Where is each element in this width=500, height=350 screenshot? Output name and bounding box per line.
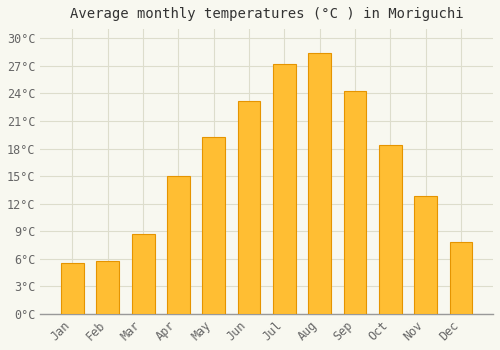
Bar	[238, 101, 260, 314]
Bar	[132, 234, 154, 314]
Bar	[379, 145, 402, 314]
Bar	[308, 53, 331, 314]
Bar	[61, 263, 84, 314]
Bar	[167, 176, 190, 314]
Bar	[344, 91, 366, 314]
Bar	[450, 242, 472, 314]
Title: Average monthly temperatures (°C ) in Moriguchi: Average monthly temperatures (°C ) in Mo…	[70, 7, 464, 21]
Bar	[202, 136, 225, 314]
Bar	[96, 261, 119, 314]
Bar	[414, 196, 437, 314]
Bar	[273, 64, 296, 314]
